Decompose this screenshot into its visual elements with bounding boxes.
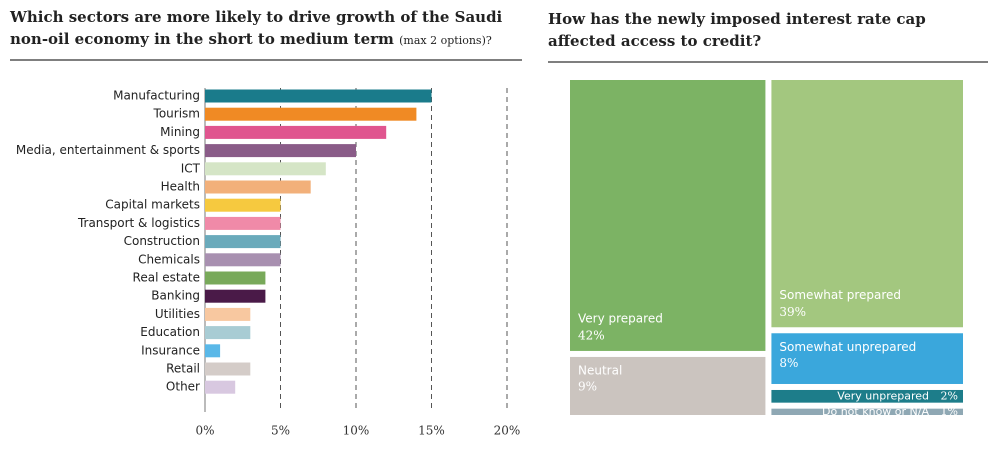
bar <box>205 235 281 249</box>
chart-title: How has the newly imposed interest rate … <box>548 10 926 50</box>
y-tick-label: Construction <box>124 234 200 248</box>
y-tick-label: Real estate <box>133 271 200 285</box>
cell-label: Somewhat unprepared <box>779 340 916 354</box>
bar <box>205 307 251 321</box>
bar <box>205 326 251 340</box>
y-tick-label: Utilities <box>155 307 200 321</box>
cell-label: Very unprepared <box>837 389 929 402</box>
cell-value: 39% <box>779 305 806 319</box>
treemap-cell <box>771 389 963 403</box>
treemap-cell <box>771 333 963 384</box>
y-tick-label: Other <box>166 380 200 394</box>
chart-note: (max 2 options)? <box>399 34 492 47</box>
bar <box>205 362 251 376</box>
bar <box>205 180 311 194</box>
x-tick-label: 10% <box>343 424 370 438</box>
cell-value: 8% <box>779 356 798 370</box>
y-tick-label: Media, entertainment & sports <box>16 143 200 157</box>
y-tick-label: ICT <box>181 161 201 175</box>
bar <box>205 144 356 158</box>
treemap-cell <box>570 356 766 415</box>
cell-label: Do not know or N/A <box>822 405 929 418</box>
bar <box>205 89 432 103</box>
y-tick-label: Health <box>161 180 200 194</box>
cell-label: Somewhat prepared <box>779 288 901 302</box>
treemap-cell <box>771 80 963 328</box>
bar <box>205 289 266 303</box>
y-tick-label: Education <box>140 325 200 339</box>
y-tick-label: Chemicals <box>138 252 200 266</box>
y-tick-label: Tourism <box>153 107 200 121</box>
bar <box>205 271 266 285</box>
x-tick-label: 5% <box>271 424 290 438</box>
bar <box>205 216 281 230</box>
cell-label: Very prepared <box>578 311 663 325</box>
y-tick-label: Manufacturing <box>113 89 200 103</box>
bar <box>205 125 387 139</box>
bar <box>205 380 236 394</box>
bar <box>205 198 281 212</box>
cell-value: 42% <box>578 328 605 342</box>
x-tick-label: 0% <box>195 424 214 438</box>
cell-label: Neutral <box>578 363 622 377</box>
bar <box>205 107 417 121</box>
x-tick-label: 15% <box>418 424 445 438</box>
x-tick-label: 20% <box>494 424 521 438</box>
y-tick-label: Capital markets <box>105 198 200 212</box>
bar <box>205 344 221 358</box>
left-title-block: Which sectors are more likely to drive g… <box>10 6 530 52</box>
cell-value: 1% <box>941 405 958 418</box>
cell-value: 9% <box>578 379 597 393</box>
cell-value: 2% <box>941 389 958 402</box>
y-tick-label: Insurance <box>141 343 200 357</box>
bar <box>205 253 281 267</box>
y-tick-label: Banking <box>151 289 200 303</box>
y-tick-label: Transport & logistics <box>77 216 200 230</box>
y-tick-label: Retail <box>166 362 200 376</box>
chart-title: Which sectors are more likely to drive g… <box>10 8 503 48</box>
y-tick-label: Mining <box>160 125 200 139</box>
treemap-cell <box>771 408 963 415</box>
bar <box>205 162 326 176</box>
treemap-cell <box>570 80 766 351</box>
